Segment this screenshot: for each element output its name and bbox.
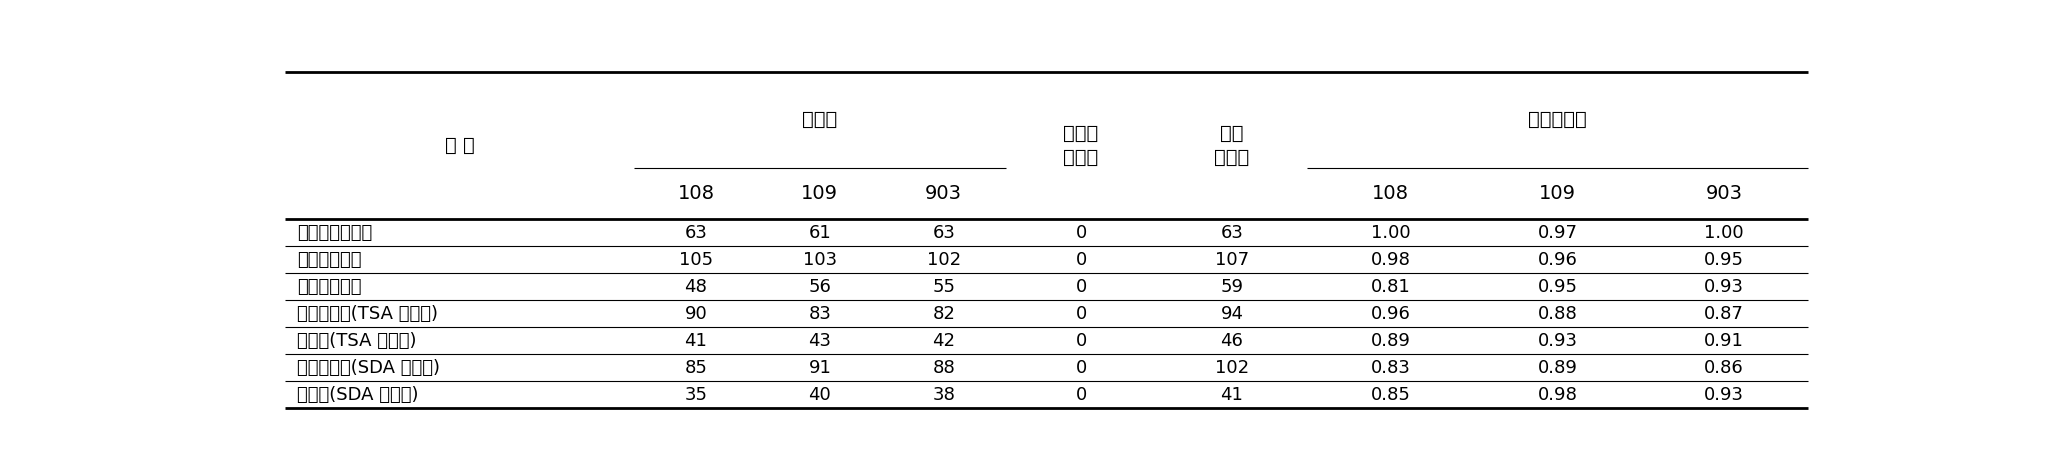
Text: 白色念珠菌(SDA 培养基): 白色念珠菌(SDA 培养基) (297, 359, 441, 377)
Text: 0.96: 0.96 (1537, 251, 1578, 269)
Text: 55: 55 (932, 278, 955, 296)
Text: 35: 35 (684, 386, 707, 404)
Text: 0.93: 0.93 (1705, 386, 1744, 404)
Text: 42: 42 (932, 332, 955, 350)
Text: 0.86: 0.86 (1705, 359, 1744, 377)
Text: 黑曲霉(SDA 培养基): 黑曲霉(SDA 培养基) (297, 386, 418, 404)
Text: 0.97: 0.97 (1537, 224, 1578, 242)
Text: 0: 0 (1076, 359, 1086, 377)
Text: 0.89: 0.89 (1371, 332, 1410, 350)
Text: 102: 102 (926, 251, 961, 269)
Text: 0: 0 (1076, 305, 1086, 323)
Text: 88: 88 (932, 359, 955, 377)
Text: 61: 61 (809, 224, 832, 242)
Text: 回收率比値: 回收率比値 (1529, 110, 1586, 129)
Text: 铜绻假单胞菌: 铜绻假单胞菌 (297, 278, 363, 296)
Text: 48: 48 (684, 278, 707, 296)
Text: 1.00: 1.00 (1371, 224, 1410, 242)
Text: 0: 0 (1076, 386, 1086, 404)
Text: 40: 40 (809, 386, 832, 404)
Text: 0: 0 (1076, 332, 1086, 350)
Text: 金黄色葡萄球菌: 金黄色葡萄球菌 (297, 224, 373, 242)
Text: 试验组: 试验组 (803, 110, 838, 129)
Text: 菌液
对照组: 菌液 对照组 (1215, 124, 1250, 167)
Text: 90: 90 (684, 305, 707, 323)
Text: 903: 903 (1705, 184, 1744, 203)
Text: 46: 46 (1221, 332, 1244, 350)
Text: 59: 59 (1221, 278, 1244, 296)
Text: 0.87: 0.87 (1705, 305, 1744, 323)
Text: 903: 903 (926, 184, 963, 203)
Text: 枯草芽孢杆菌: 枯草芽孢杆菌 (297, 251, 363, 269)
Text: 1.00: 1.00 (1705, 224, 1744, 242)
Text: 0.98: 0.98 (1371, 251, 1410, 269)
Text: 0.93: 0.93 (1705, 278, 1744, 296)
Text: 56: 56 (809, 278, 832, 296)
Text: 0.96: 0.96 (1371, 305, 1410, 323)
Text: 83: 83 (809, 305, 832, 323)
Text: 43: 43 (809, 332, 832, 350)
Text: 0: 0 (1076, 251, 1086, 269)
Text: 0.91: 0.91 (1705, 332, 1744, 350)
Text: 63: 63 (1221, 224, 1244, 242)
Text: 109: 109 (801, 184, 838, 203)
Text: 0.95: 0.95 (1705, 251, 1744, 269)
Text: 41: 41 (684, 332, 707, 350)
Text: 82: 82 (932, 305, 955, 323)
Text: 供试品
对照组: 供试品 对照组 (1063, 124, 1098, 167)
Text: 102: 102 (1215, 359, 1250, 377)
Text: 41: 41 (1221, 386, 1244, 404)
Text: 0: 0 (1076, 278, 1086, 296)
Text: 黑曲霉(TSA 培养基): 黑曲霉(TSA 培养基) (297, 332, 416, 350)
Text: 0: 0 (1076, 224, 1086, 242)
Text: 105: 105 (678, 251, 713, 269)
Text: 109: 109 (1539, 184, 1576, 203)
Text: 94: 94 (1221, 305, 1244, 323)
Text: 103: 103 (803, 251, 836, 269)
Text: 0.95: 0.95 (1537, 278, 1578, 296)
Text: 63: 63 (932, 224, 955, 242)
Text: 91: 91 (809, 359, 832, 377)
Text: 108: 108 (678, 184, 715, 203)
Text: 38: 38 (932, 386, 955, 404)
Text: 0.93: 0.93 (1537, 332, 1578, 350)
Text: 0.89: 0.89 (1537, 359, 1578, 377)
Text: 63: 63 (684, 224, 707, 242)
Text: 0.81: 0.81 (1371, 278, 1410, 296)
Text: 108: 108 (1373, 184, 1410, 203)
Text: 107: 107 (1215, 251, 1250, 269)
Text: 0.83: 0.83 (1371, 359, 1410, 377)
Text: 0.85: 0.85 (1371, 386, 1410, 404)
Text: 0.88: 0.88 (1537, 305, 1578, 323)
Text: 0.98: 0.98 (1537, 386, 1578, 404)
Text: 菌 株: 菌 株 (445, 136, 473, 155)
Text: 85: 85 (684, 359, 707, 377)
Text: 白色念珠菌(TSA 培养基): 白色念珠菌(TSA 培养基) (297, 305, 438, 323)
